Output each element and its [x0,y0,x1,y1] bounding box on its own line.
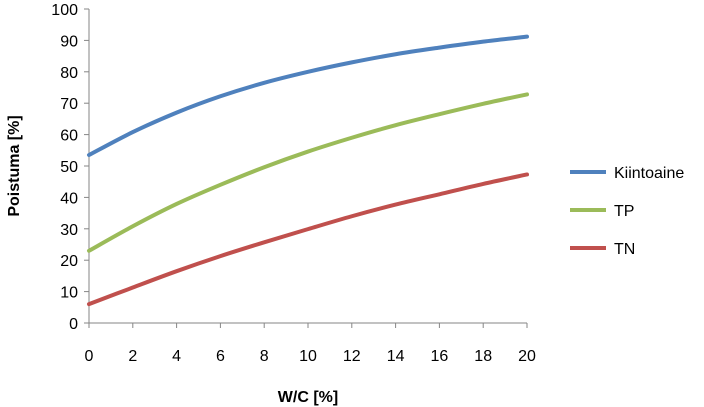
legend-item: TN [570,241,635,258]
y-axis-ticks: 0 10 20 30 40 50 60 70 80 90 100 [51,2,89,333]
y-tick-label: 70 [60,96,78,113]
y-tick-label: 60 [60,128,78,145]
x-tick-label: 10 [299,348,317,365]
y-tick-label: 80 [60,65,78,82]
y-tick-label: 40 [60,190,78,207]
y-tick-label: 100 [51,2,78,19]
chart-axes [88,9,527,324]
x-axis-ticks: 0 2 4 6 8 10 12 14 16 18 20 [85,323,536,365]
x-tick-label: 16 [431,348,449,365]
legend-label: TP [614,203,634,220]
legend-label: Kiintoaine [614,165,684,182]
x-tick-label: 6 [216,348,225,365]
y-tick-label: 20 [60,253,78,270]
chart-legend: Kiintoaine TP TN [570,165,684,258]
y-tick-label: 0 [69,316,78,333]
x-tick-label: 18 [474,348,492,365]
x-tick-label: 4 [172,348,181,365]
x-tick-label: 2 [128,348,137,365]
x-tick-label: 12 [343,348,361,365]
x-tick-label: 8 [260,348,269,365]
y-tick-label: 30 [60,222,78,239]
x-tick-label: 14 [387,348,405,365]
legend-label: TN [614,241,635,258]
x-tick-label: 20 [518,348,536,365]
x-axis-title: W/C [%] [278,389,338,406]
y-tick-label: 90 [60,33,78,50]
series-line-tn [87,172,529,307]
series-line-kiintoaine [87,34,529,158]
y-tick-label: 10 [60,285,78,302]
y-axis-title: Poistuma [%] [6,115,23,216]
y-tick-label: 50 [60,159,78,176]
legend-item: TP [570,203,634,220]
x-tick-label: 0 [85,348,94,365]
series-line-tp [87,92,529,253]
series-lines [87,34,529,307]
legend-item: Kiintoaine [570,165,684,182]
